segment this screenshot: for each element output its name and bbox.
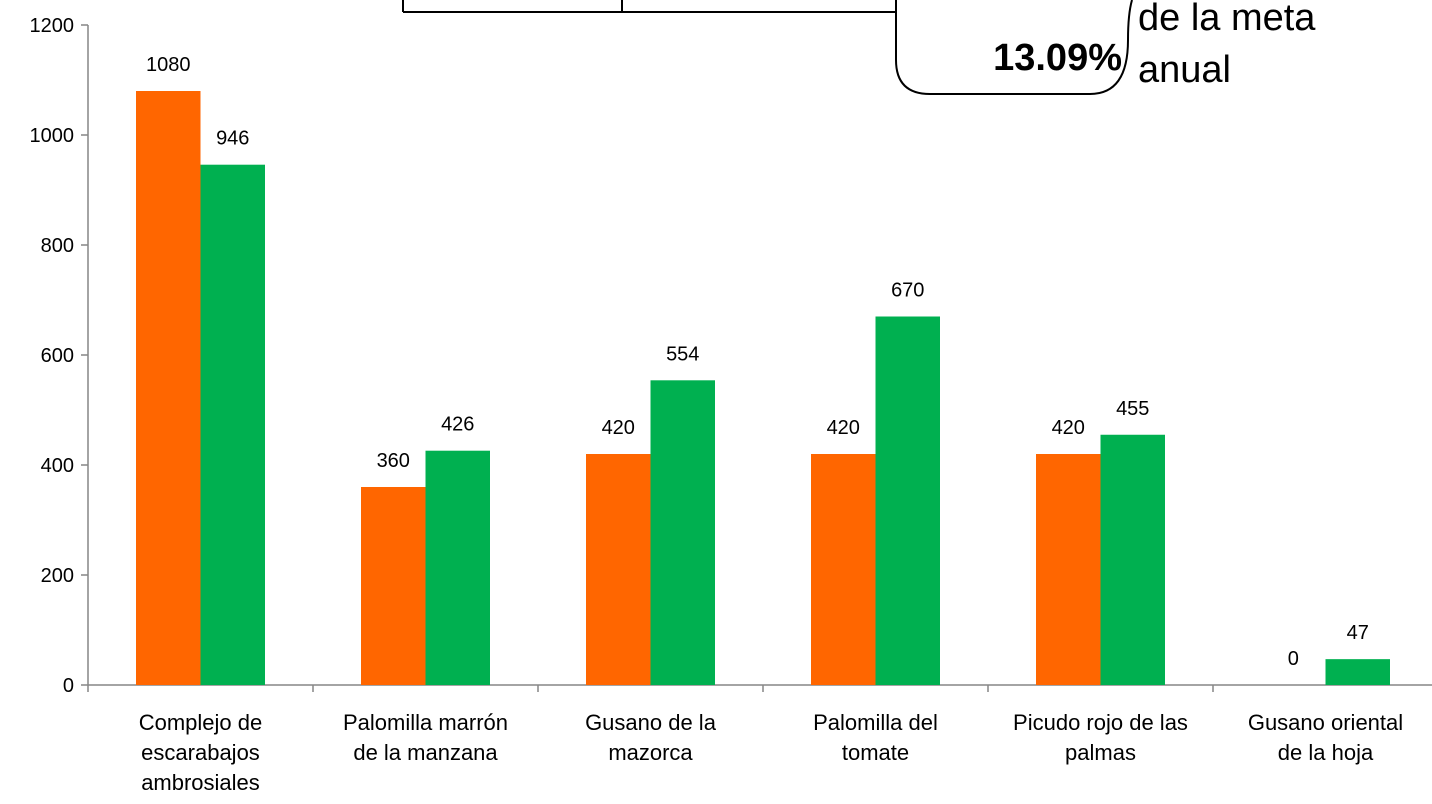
data-label: 455 (1116, 398, 1149, 420)
data-label: 420 (602, 417, 635, 439)
bar-series-1 (361, 487, 426, 685)
category-label: Gusano oriental (1248, 710, 1403, 735)
y-tick-label: 800 (41, 235, 74, 257)
category-label: Gusano de la (585, 710, 717, 735)
bar-series-2 (875, 316, 940, 685)
bar-series-1 (811, 454, 876, 685)
bar-series-2 (1100, 434, 1165, 685)
y-tick-label: 0 (63, 675, 74, 697)
data-label: 946 (216, 128, 249, 150)
bar-series-2 (1325, 659, 1390, 685)
category-label: de la manzana (353, 740, 498, 765)
category-label: Picudo rojo de las (1013, 710, 1188, 735)
bar-series-2 (650, 380, 715, 685)
category-label: de la hoja (1278, 740, 1374, 765)
bar-series-2 (200, 164, 265, 685)
callout-table: 13.09% de la meta anual (402, 0, 1316, 95)
data-label: 420 (827, 417, 860, 439)
y-tick-label: 400 (41, 455, 74, 477)
bar-series-1 (586, 454, 651, 685)
category-label: tomate (842, 740, 909, 765)
data-label: 47 (1347, 622, 1369, 644)
bar-series-1 (1036, 454, 1101, 685)
category-label: palmas (1065, 740, 1136, 765)
data-label: 554 (666, 343, 699, 365)
data-labels: 1080 946 360 426 420 554 420 670 420 455 0 47 (146, 54, 1369, 670)
data-label: 0 (1288, 648, 1299, 670)
axes: 0 200 400 600 800 1000 1200 (30, 15, 1432, 697)
y-tick-label: 1000 (30, 125, 75, 147)
data-label: 1080 (146, 54, 191, 76)
category-label: Palomilla marrón (343, 710, 508, 735)
data-label: 420 (1052, 417, 1085, 439)
category-label: ambrosiales (141, 770, 260, 795)
data-label: 426 (441, 414, 474, 436)
bar-series-1 (136, 91, 201, 685)
data-label: 670 (891, 280, 924, 302)
callout-note-line-1: de la meta (1138, 0, 1316, 39)
bars (136, 91, 1390, 685)
category-label: Complejo de (139, 710, 263, 735)
callout-box (895, 0, 1133, 95)
y-tick-label: 600 (41, 345, 74, 367)
bar-series-2 (425, 450, 490, 685)
callout-note-line-2: anual (1138, 49, 1231, 91)
category-label: Palomilla del (813, 710, 938, 735)
y-tick-label: 1200 (30, 15, 75, 37)
category-label: mazorca (608, 740, 693, 765)
y-tick-label: 200 (41, 565, 74, 587)
data-label: 360 (377, 450, 410, 472)
callout-value: 13.09% (993, 37, 1122, 79)
category-labels: Complejo de escarabajos ambrosiales Palomil… (139, 710, 1403, 795)
category-label: escarabajos (141, 740, 260, 765)
